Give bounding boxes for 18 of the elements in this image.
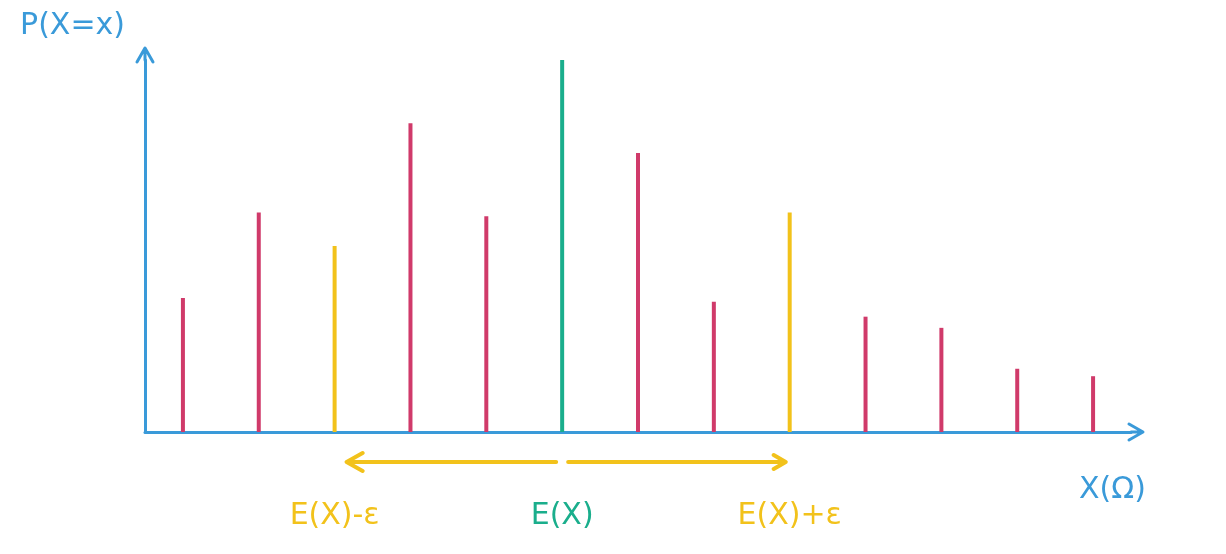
x-tick-label: E(X)+ε bbox=[737, 495, 842, 531]
bar bbox=[787, 212, 792, 432]
bar bbox=[939, 327, 944, 432]
bar bbox=[1091, 376, 1096, 432]
bar bbox=[332, 246, 337, 432]
y-axis-title: P(X=x) bbox=[20, 5, 125, 41]
bar bbox=[408, 123, 413, 432]
bar bbox=[636, 153, 640, 432]
bar bbox=[256, 212, 261, 432]
x-tick-label: E(X)-ε bbox=[289, 495, 380, 531]
bar bbox=[711, 301, 716, 432]
bar bbox=[1015, 368, 1020, 432]
bar bbox=[484, 216, 489, 432]
bar bbox=[863, 316, 868, 432]
bar bbox=[560, 60, 565, 432]
x-axis-title: X(Ω) bbox=[1079, 469, 1146, 505]
x-tick-label: E(X) bbox=[530, 495, 594, 531]
bar bbox=[180, 298, 185, 432]
